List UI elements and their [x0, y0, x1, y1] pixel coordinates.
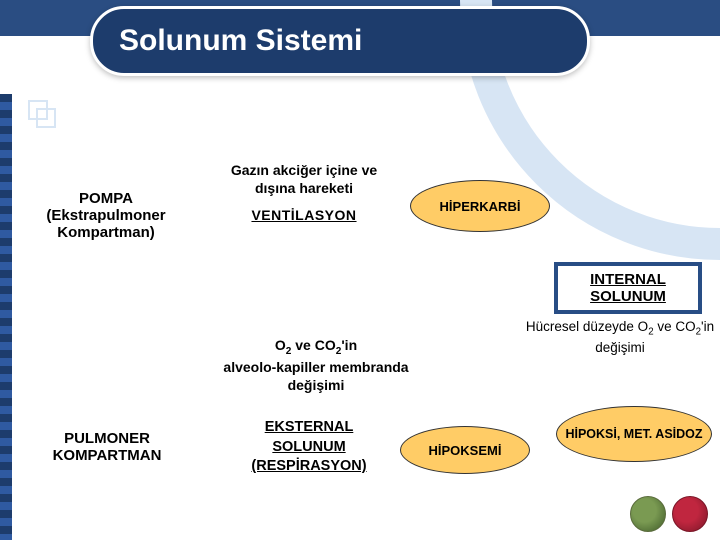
decorative-square: [36, 108, 56, 128]
footer-logo-2: [672, 496, 708, 532]
oval-hipoksemi: HİPOKSEMİ: [400, 426, 530, 474]
eksternal-line1: EKSTERNAL: [214, 418, 404, 438]
left-rail-decoration: [0, 94, 12, 540]
hucresel-pre: Hücresel düzeyde O: [526, 319, 648, 334]
pompa-label: POMPA (Ekstrapulmoner Kompartman): [16, 190, 196, 241]
ventilasyon-block: Gazın akciğer içine ve dışına hareketi V…: [216, 162, 392, 223]
o2co2-pre: O: [275, 337, 286, 353]
o2co2-mid: ve CO: [291, 337, 335, 353]
ventilasyon-label: VENTİLASYON: [216, 207, 392, 223]
pulmoner-label: PULMONER KOMPARTMAN: [22, 430, 192, 464]
pompa-line1: POMPA: [16, 190, 196, 207]
o2co2-post: 'in: [341, 337, 357, 353]
pulmoner-line1: PULMONER: [22, 430, 192, 447]
oval-hipoksi: HİPOKSİ, MET. ASİDOZ: [556, 406, 712, 462]
eksternal-line3: (RESPİRASYON): [214, 457, 404, 477]
ventilasyon-desc: Gazın akciğer içine ve dışına hareketi: [216, 162, 392, 197]
o2co2-rest: alveolo-kapiller membranda değişimi: [223, 359, 408, 393]
internal-solunum-box: INTERNAL SOLUNUM: [554, 262, 702, 314]
pompa-line2: (Ekstrapulmoner Kompartman): [16, 207, 196, 241]
oval-hiperkarbi: HİPERKARBİ: [410, 180, 550, 232]
hucresel-text: Hücresel düzeyde O2 ve CO2'in değişimi: [524, 318, 716, 357]
hucresel-mid: ve CO: [654, 319, 696, 334]
o2co2-text: O2 ve CO2'in alveolo-kapiller membranda …: [216, 336, 416, 394]
slide-title: Solunum Sistemi: [90, 6, 590, 76]
eksternal-line2: SOLUNUM: [214, 438, 404, 458]
eksternal-label: EKSTERNAL SOLUNUM (RESPİRASYON): [214, 418, 404, 477]
footer-logo-1: [630, 496, 666, 532]
pulmoner-line2: KOMPARTMAN: [22, 447, 192, 464]
